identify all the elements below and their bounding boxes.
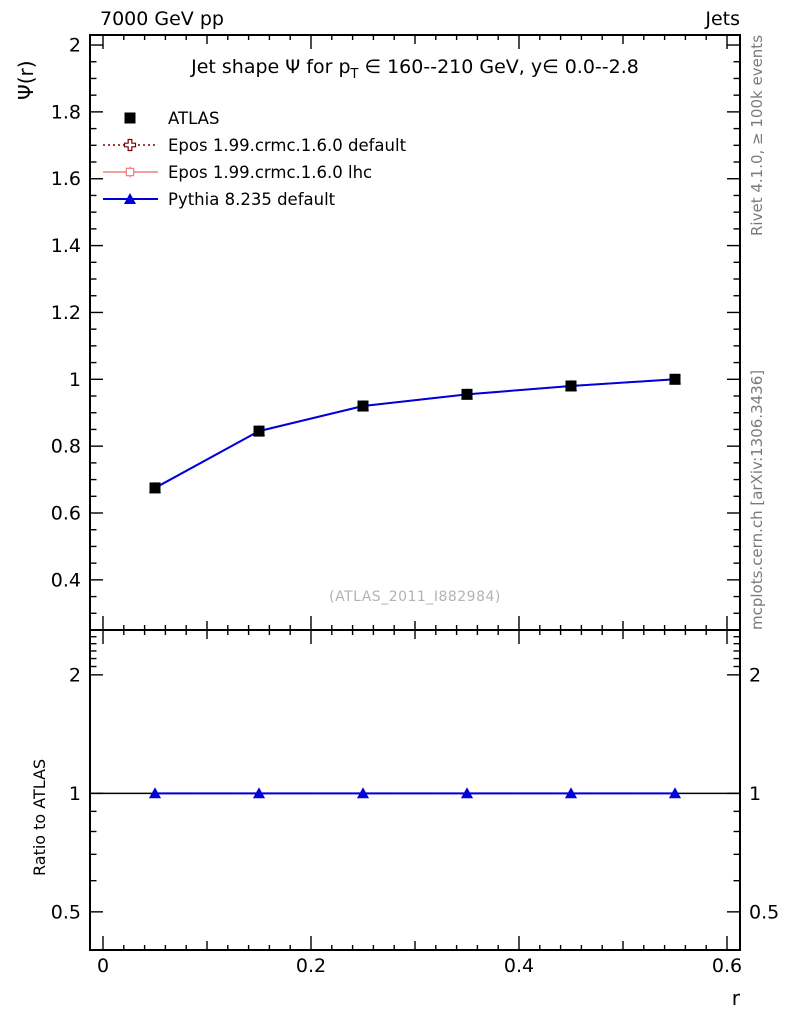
series-line-epos-lhc (154, 378, 676, 489)
plot-title: Jet shape Ψ for pT ∈ 160--210 GeV, y∈ 0.… (90, 56, 740, 82)
plot-title-suffix: ∈ 160--210 GeV, y∈ 0.0--2.8 (358, 56, 639, 78)
series-line-pythia (154, 378, 676, 489)
rivet-version-note: Rivet 4.1.0, ≥ 100k events (748, 34, 766, 236)
y-tick-label: 0.8 (51, 436, 81, 458)
legend-label: Pythia 8.235 default (168, 190, 336, 209)
data-marker-atlas (565, 380, 577, 392)
analysis-category-label: Jets (705, 8, 740, 30)
ratio-panel-frame (89, 629, 741, 951)
ratio-y-tick-label: 2 (749, 664, 761, 686)
ratio-y-tick-label: 1 (69, 783, 81, 805)
legend-label: Epos 1.99.crmc.1.6.0 lhc (168, 163, 372, 182)
y-tick-label: 0.4 (51, 569, 81, 591)
plot-title-subscript: T (350, 66, 359, 82)
y-tick-label: 1.6 (51, 168, 81, 190)
legend-marker (124, 112, 136, 124)
y-tick-label: 1.2 (51, 302, 81, 324)
x-tick-label: 0.2 (296, 955, 326, 977)
data-marker-atlas (357, 400, 369, 412)
y-tick-label: 0.6 (51, 503, 81, 525)
mcplots-reference-note: mcplots.cern.ch [arXiv:1306.3436] (748, 369, 766, 630)
y-tick-label: 1.8 (51, 101, 81, 123)
plot-title-prefix: Jet shape Ψ for p (191, 56, 351, 78)
legend-marker (125, 167, 135, 177)
main-y-axis-title: Ψ(r) (14, 60, 38, 100)
beam-energy-label: 7000 GeV pp (100, 8, 224, 30)
ratio-y-tick-label: 0.5 (51, 901, 81, 923)
x-tick-label: 0.6 (712, 955, 742, 977)
legend-label: Epos 1.99.crmc.1.6.0 default (168, 136, 407, 155)
ratio-y-tick-label: 2 (69, 664, 81, 686)
legend-label: ATLAS (168, 109, 219, 128)
ratio-marker-pythia (564, 787, 578, 799)
x-tick-label: 0.4 (504, 955, 534, 977)
ratio-marker-pythia (356, 787, 370, 799)
data-marker-atlas (461, 388, 473, 400)
y-tick-label: 2 (69, 35, 81, 57)
x-tick-label: 0 (97, 955, 109, 977)
ratio-y-tick-label: 0.5 (749, 901, 779, 923)
y-tick-label: 1 (69, 369, 81, 391)
legend-marker (123, 138, 137, 152)
data-marker-atlas (669, 373, 681, 385)
x-axis-title: r (731, 986, 740, 1010)
data-marker-atlas (149, 482, 161, 494)
ratio-marker-pythia (460, 787, 474, 799)
y-tick-label: 1.4 (51, 235, 81, 257)
analysis-id-watermark: (ATLAS_2011_I882984) (329, 589, 501, 605)
ratio-marker-pythia (668, 787, 682, 799)
ratio-y-tick-label: 1 (749, 783, 761, 805)
ratio-marker-pythia (252, 787, 266, 799)
series-line-epos-default (154, 378, 676, 489)
data-marker-atlas (253, 425, 265, 437)
ratio-marker-pythia (148, 787, 162, 799)
ratio-y-axis-title: Ratio to ATLAS (30, 758, 49, 876)
legend-marker (123, 192, 137, 204)
